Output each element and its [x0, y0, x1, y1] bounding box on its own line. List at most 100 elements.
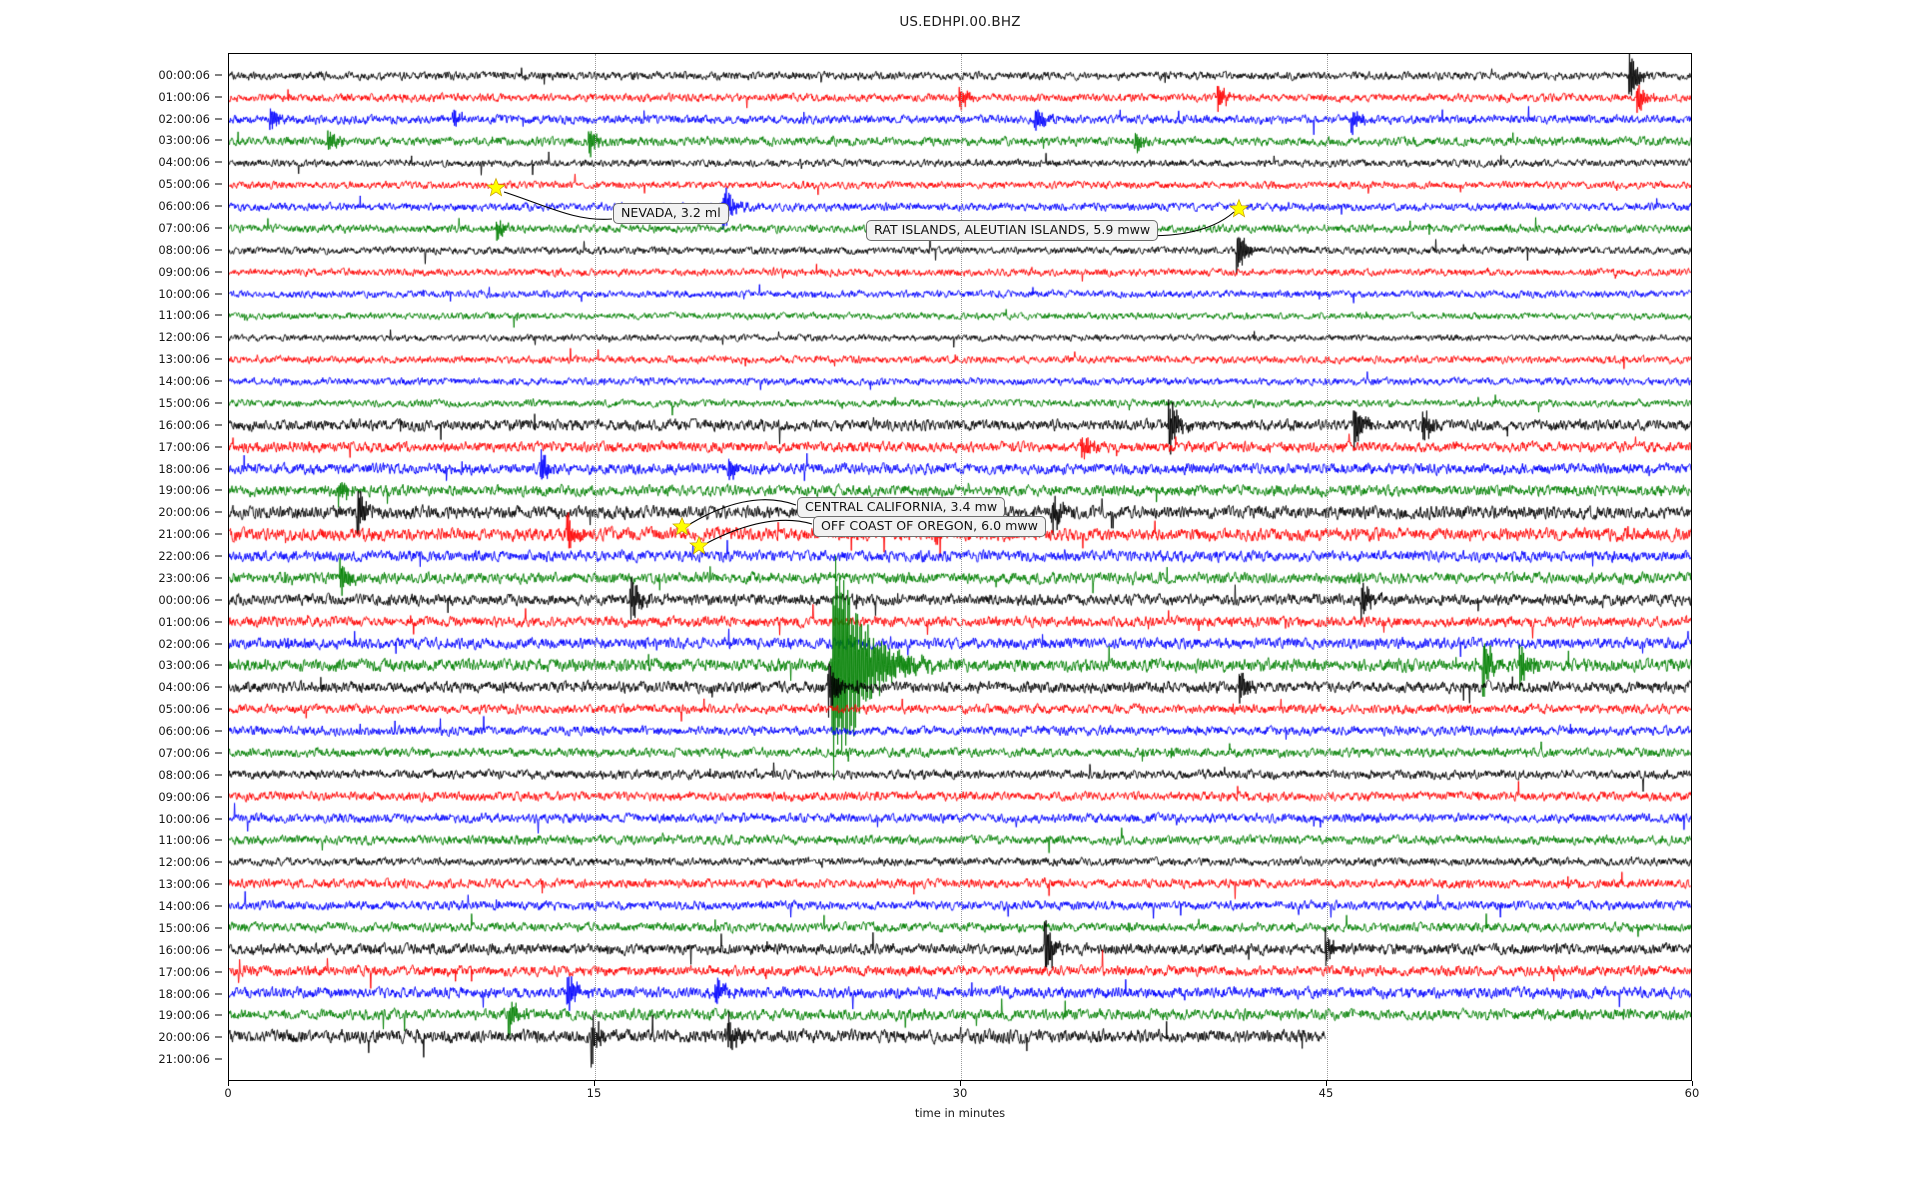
y-tick-label: 05:00:06 — [158, 177, 210, 192]
y-tick-mark — [215, 905, 222, 907]
y-tick-label: 03:00:06 — [158, 133, 210, 148]
y-tick-label: 01:00:06 — [158, 89, 210, 104]
y-tick-mark — [215, 118, 222, 120]
y-tick-mark — [215, 468, 222, 470]
y-tick-label: 13:00:06 — [158, 352, 210, 367]
y-tick-mark — [215, 293, 222, 295]
y-tick-mark — [215, 686, 222, 688]
y-tick-mark — [215, 708, 222, 710]
y-tick-mark — [215, 599, 222, 601]
y-tick-mark — [215, 664, 222, 666]
x-tick-mark — [594, 1081, 595, 1086]
y-tick-mark — [215, 533, 222, 535]
y-tick-mark — [215, 818, 222, 820]
y-tick-label: 19:00:06 — [158, 483, 210, 498]
y-tick-mark — [215, 446, 222, 448]
x-axis-title: time in minutes — [914, 1106, 1006, 1120]
y-tick-mark — [215, 949, 222, 951]
y-tick-mark — [215, 205, 222, 207]
y-tick-mark — [215, 1036, 222, 1038]
y-tick-label: 19:00:06 — [158, 1008, 210, 1023]
y-tick-label: 06:00:06 — [158, 199, 210, 214]
y-tick-label: 04:00:06 — [158, 155, 210, 170]
y-tick-mark — [215, 643, 222, 645]
x-tick-label: 60 — [1684, 1086, 1700, 1100]
y-tick-label: 17:00:06 — [158, 964, 210, 979]
y-tick-label: 14:00:06 — [158, 899, 210, 914]
y-tick-label: 02:00:06 — [158, 111, 210, 126]
y-tick-mark — [215, 161, 222, 163]
y-tick-mark — [215, 577, 222, 579]
y-tick-mark — [215, 796, 222, 798]
y-tick-mark — [215, 621, 222, 623]
y-tick-label: 12:00:06 — [158, 855, 210, 870]
y-tick-mark — [215, 993, 222, 994]
y-axis-labels: 00:00:06 01:00:06 02:00:06 03:00:06 04:00:06… — [0, 53, 222, 1081]
y-tick-label: 21:00:06 — [158, 527, 210, 542]
gridline — [1327, 54, 1328, 1080]
y-tick-mark — [215, 752, 222, 754]
annotation-label-nevada[interactable]: NEVADA, 3.2 ml — [613, 203, 729, 225]
y-tick-label: 15:00:06 — [158, 920, 210, 935]
y-tick-mark — [215, 424, 222, 426]
y-tick-label: 01:00:06 — [158, 614, 210, 629]
y-tick-mark — [215, 511, 222, 513]
y-tick-label: 02:00:06 — [158, 636, 210, 651]
y-tick-mark — [215, 402, 222, 404]
y-tick-mark — [215, 883, 222, 885]
y-tick-mark — [215, 96, 222, 98]
y-tick-mark — [215, 358, 222, 360]
gridline — [595, 54, 596, 1080]
y-tick-mark — [215, 730, 222, 732]
y-tick-label: 08:00:06 — [158, 767, 210, 782]
y-tick-mark — [215, 249, 222, 251]
y-tick-label: 23:00:06 — [158, 570, 210, 585]
y-tick-label: 00:00:06 — [158, 67, 210, 82]
y-tick-mark — [215, 927, 222, 929]
y-tick-label: 18:00:06 — [158, 461, 210, 476]
y-tick-label: 09:00:06 — [158, 264, 210, 279]
y-tick-label: 07:00:06 — [158, 220, 210, 235]
y-tick-label: 13:00:06 — [158, 877, 210, 892]
y-tick-mark — [215, 271, 222, 273]
x-tick-label: 0 — [224, 1086, 232, 1100]
x-tick-mark — [228, 1081, 229, 1086]
y-tick-label: 06:00:06 — [158, 724, 210, 739]
y-tick-mark — [215, 1014, 222, 1016]
y-tick-mark — [215, 314, 222, 316]
y-tick-label: 10:00:06 — [158, 811, 210, 826]
annotation-label-off-coast-oregon[interactable]: OFF COAST OF OREGON, 6.0 mww — [813, 516, 1046, 538]
x-tick-label: 15 — [586, 1086, 602, 1100]
annotation-label-central-california[interactable]: CENTRAL CALIFORNIA, 3.4 mw — [797, 497, 1006, 519]
y-tick-label: 04:00:06 — [158, 680, 210, 695]
y-tick-mark — [215, 74, 222, 76]
y-tick-mark — [215, 774, 222, 776]
x-tick-label: 30 — [952, 1086, 968, 1100]
x-tick-mark — [960, 1081, 961, 1086]
x-tick-mark — [1326, 1081, 1327, 1086]
annotation-label-rat-islands[interactable]: RAT ISLANDS, ALEUTIAN ISLANDS, 5.9 mww — [866, 220, 1159, 242]
y-tick-mark — [215, 839, 222, 841]
y-tick-label: 15:00:06 — [158, 395, 210, 410]
y-tick-mark — [215, 861, 222, 863]
y-tick-label: 09:00:06 — [158, 789, 210, 804]
y-tick-label: 14:00:06 — [158, 374, 210, 389]
y-tick-label: 03:00:06 — [158, 658, 210, 673]
gridline — [961, 54, 962, 1080]
y-tick-label: 07:00:06 — [158, 745, 210, 760]
y-tick-mark — [215, 139, 222, 141]
page-title: US.EDHPI.00.BHZ — [899, 14, 1021, 30]
y-tick-label: 20:00:06 — [158, 1030, 210, 1045]
y-tick-mark — [215, 1058, 222, 1060]
y-tick-mark — [215, 336, 222, 338]
waveform-canvas — [229, 54, 1691, 1080]
y-tick-label: 16:00:06 — [158, 417, 210, 432]
y-tick-mark — [215, 227, 222, 229]
y-tick-label: 22:00:06 — [158, 549, 210, 564]
y-tick-label: 05:00:06 — [158, 702, 210, 717]
y-tick-label: 11:00:06 — [158, 833, 210, 848]
y-tick-label: 12:00:06 — [158, 330, 210, 345]
y-tick-label: 00:00:06 — [158, 592, 210, 607]
y-tick-label: 10:00:06 — [158, 286, 210, 301]
